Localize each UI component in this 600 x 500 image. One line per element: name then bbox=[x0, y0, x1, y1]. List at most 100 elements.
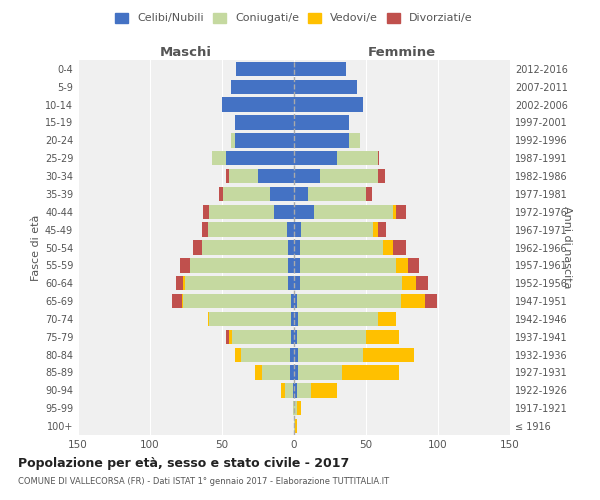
Bar bbox=[281, 383, 286, 398]
Bar bbox=[226, 151, 294, 166]
Bar bbox=[183, 294, 291, 308]
Bar bbox=[294, 312, 298, 326]
Bar bbox=[294, 169, 320, 183]
Bar bbox=[294, 383, 297, 398]
Bar bbox=[223, 187, 269, 201]
Bar bbox=[295, 419, 297, 433]
Bar bbox=[180, 258, 190, 272]
Bar bbox=[293, 383, 294, 398]
Bar bbox=[401, 294, 425, 308]
Bar bbox=[208, 312, 209, 326]
Bar bbox=[190, 258, 288, 272]
Bar bbox=[294, 116, 349, 130]
Bar bbox=[294, 258, 300, 272]
Bar bbox=[298, 366, 341, 380]
Bar bbox=[294, 401, 297, 415]
Bar bbox=[408, 258, 419, 272]
Bar bbox=[202, 222, 208, 237]
Bar bbox=[230, 133, 235, 148]
Bar bbox=[294, 204, 314, 219]
Bar bbox=[208, 222, 287, 237]
Bar bbox=[294, 80, 358, 94]
Bar bbox=[298, 312, 377, 326]
Text: Popolazione per età, sesso e stato civile - 2017: Popolazione per età, sesso e stato civil… bbox=[18, 458, 349, 470]
Bar bbox=[311, 383, 337, 398]
Bar bbox=[202, 240, 288, 254]
Bar bbox=[294, 151, 337, 166]
Text: Femmine: Femmine bbox=[368, 46, 436, 59]
Bar bbox=[298, 348, 363, 362]
Bar bbox=[172, 294, 182, 308]
Text: COMUNE DI VALLECORSA (FR) - Dati ISTAT 1° gennaio 2017 - Elaborazione TUTTITALIA: COMUNE DI VALLECORSA (FR) - Dati ISTAT 1… bbox=[18, 478, 389, 486]
Bar bbox=[255, 366, 262, 380]
Y-axis label: Fasce di età: Fasce di età bbox=[31, 214, 41, 280]
Bar bbox=[269, 187, 294, 201]
Bar bbox=[297, 401, 301, 415]
Bar bbox=[294, 366, 298, 380]
Bar bbox=[337, 151, 377, 166]
Bar bbox=[396, 258, 408, 272]
Bar bbox=[394, 240, 406, 254]
Bar bbox=[297, 294, 401, 308]
Bar bbox=[320, 169, 377, 183]
Bar bbox=[185, 276, 288, 290]
Bar bbox=[286, 383, 293, 398]
Bar bbox=[258, 169, 294, 183]
Bar bbox=[236, 62, 294, 76]
Bar bbox=[219, 187, 223, 201]
Bar bbox=[363, 348, 413, 362]
Bar bbox=[193, 240, 202, 254]
Bar bbox=[209, 204, 274, 219]
Bar bbox=[314, 204, 394, 219]
Bar bbox=[383, 240, 394, 254]
Bar bbox=[373, 222, 377, 237]
Bar bbox=[349, 133, 360, 148]
Bar bbox=[301, 222, 373, 237]
Bar bbox=[288, 276, 294, 290]
Bar bbox=[294, 62, 346, 76]
Bar bbox=[232, 330, 291, 344]
Bar bbox=[294, 294, 297, 308]
Bar bbox=[377, 312, 396, 326]
Bar bbox=[290, 366, 294, 380]
Bar bbox=[274, 204, 294, 219]
Legend: Celibi/Nubili, Coniugati/e, Vedovi/e, Divorziati/e: Celibi/Nubili, Coniugati/e, Vedovi/e, Di… bbox=[112, 10, 476, 27]
Bar bbox=[294, 187, 308, 201]
Bar bbox=[294, 133, 349, 148]
Bar bbox=[377, 169, 385, 183]
Bar bbox=[394, 204, 396, 219]
Bar bbox=[366, 187, 372, 201]
Bar bbox=[402, 276, 416, 290]
Bar bbox=[297, 383, 311, 398]
Bar bbox=[291, 294, 294, 308]
Bar bbox=[366, 330, 399, 344]
Bar bbox=[294, 240, 300, 254]
Bar bbox=[288, 240, 294, 254]
Bar bbox=[291, 330, 294, 344]
Bar bbox=[226, 169, 229, 183]
Bar bbox=[293, 401, 294, 415]
Bar bbox=[241, 348, 290, 362]
Bar bbox=[416, 276, 428, 290]
Bar bbox=[235, 116, 294, 130]
Bar bbox=[212, 151, 226, 166]
Bar bbox=[294, 276, 300, 290]
Bar bbox=[294, 98, 363, 112]
Bar bbox=[300, 240, 383, 254]
Bar bbox=[262, 366, 290, 380]
Bar bbox=[203, 204, 209, 219]
Bar bbox=[235, 348, 241, 362]
Bar bbox=[287, 222, 294, 237]
Bar bbox=[229, 169, 258, 183]
Bar bbox=[308, 187, 366, 201]
Bar bbox=[230, 80, 294, 94]
Bar bbox=[288, 258, 294, 272]
Bar bbox=[377, 222, 386, 237]
Bar bbox=[182, 294, 183, 308]
Bar bbox=[300, 258, 396, 272]
Bar bbox=[294, 419, 295, 433]
Bar bbox=[183, 276, 185, 290]
Bar bbox=[294, 348, 298, 362]
Bar bbox=[291, 312, 294, 326]
Bar bbox=[377, 151, 379, 166]
